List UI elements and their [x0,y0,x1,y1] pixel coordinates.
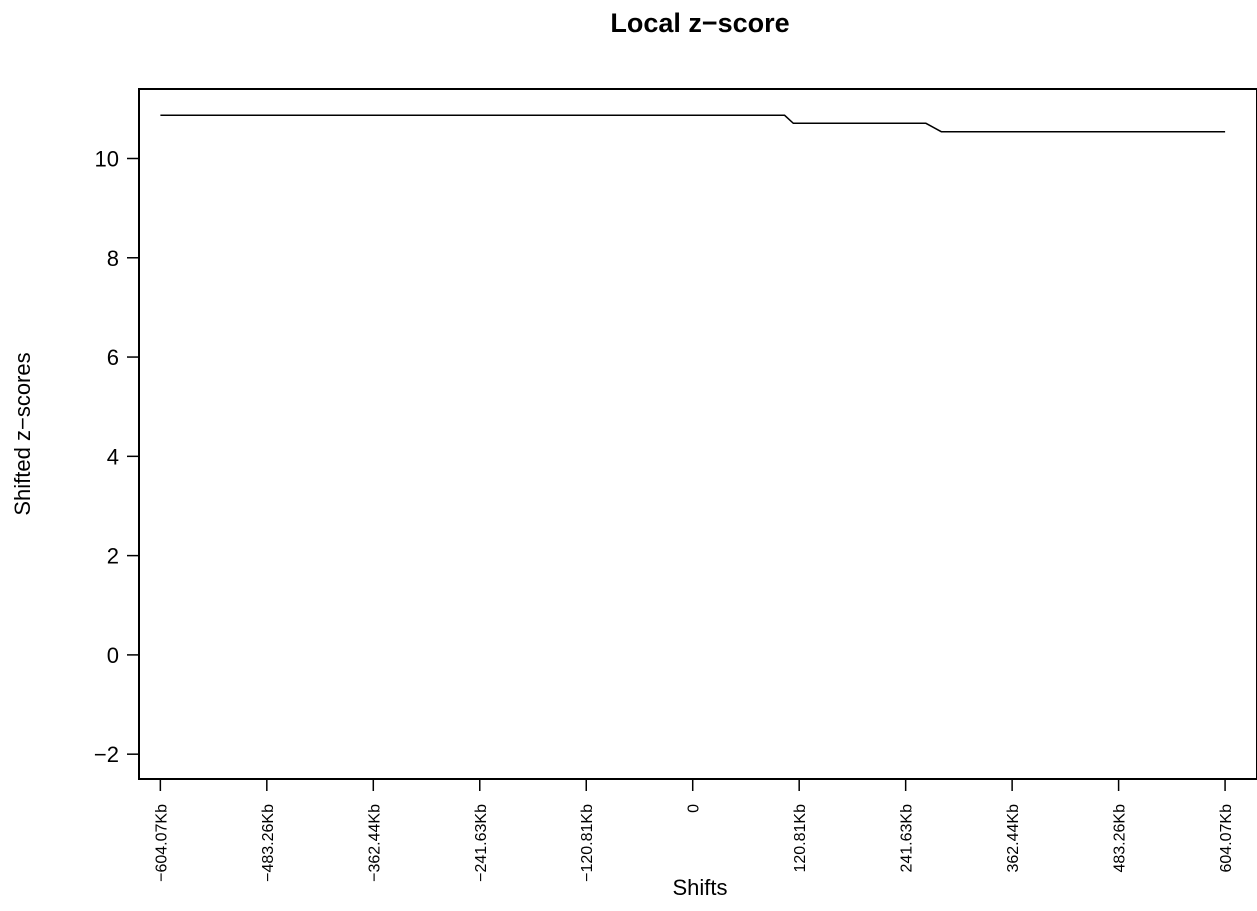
x-tick-label: 0 [686,804,703,813]
plot-frame [138,88,1257,780]
y-tick-label: 0 [107,643,119,668]
series-layer [160,114,1226,133]
x-tick-label: 241.63Kb [899,804,916,873]
y-axis-label: Shifted z−scores [10,352,35,515]
y-tick-label: 6 [107,345,119,370]
x-axis: −604.07Kb −483.26Kb −362.44Kb −241.63Kb −120… [153,779,1235,882]
x-tick-label: −241.63Kb [473,804,490,882]
chart-title: Local z−score [610,8,789,38]
x-tick-label: 362.44Kb [1005,804,1022,873]
y-tick-label: 10 [95,146,119,171]
y-axis: −2 0 2 4 6 8 10 [94,146,139,767]
y-tick-label: 8 [107,246,119,271]
x-tick-label: −362.44Kb [366,804,383,882]
y-tick-label: 2 [107,544,119,569]
y-tick-label: −2 [94,742,119,767]
x-tick-label: 483.26Kb [1112,804,1129,873]
x-tick-label: −120.81Kb [579,804,596,882]
x-tick-label: 604.07Kb [1218,804,1235,873]
y-tick-label: 4 [107,444,119,469]
x-tick-label: 120.81Kb [792,804,809,873]
x-axis-label: Shifts [672,875,727,900]
x-tick-label: −604.07Kb [153,804,170,882]
x-tick-label: −483.26Kb [260,804,277,882]
series-line [160,114,1226,133]
